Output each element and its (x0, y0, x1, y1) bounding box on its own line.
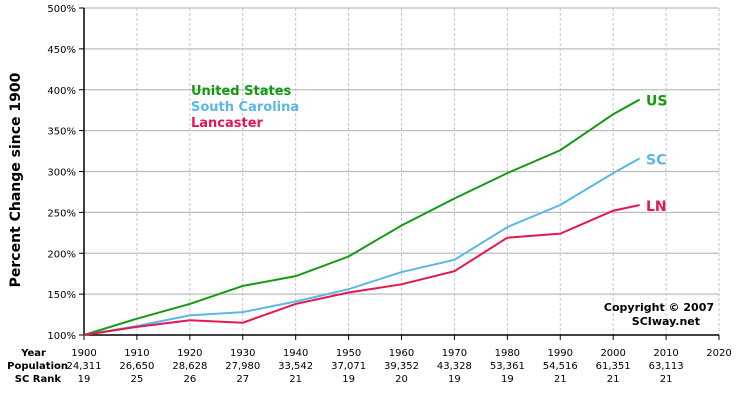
y-axis-ticks: 100% 150% 200% 250% 300% 350% 400% 450% 500% (47, 4, 76, 342)
rank-value: 25 (131, 374, 144, 385)
series-line-sc (83, 157, 641, 336)
x-tick-label: 1980 (495, 348, 520, 359)
y-tick-label: 150% (47, 290, 76, 301)
series-line-ln (83, 204, 640, 336)
rank-value: 19 (501, 374, 514, 385)
population-value: 43,328 (437, 361, 472, 372)
end-label-ln: LN (646, 199, 667, 215)
y-tick-label: 300% (47, 168, 76, 179)
population-value: 33,542 (278, 361, 313, 372)
legend-item: South Carolina (191, 100, 299, 115)
population-value: 24,311 (67, 361, 102, 372)
row-label-population: Population (7, 361, 68, 372)
end-labels: US SC LN (646, 94, 667, 215)
x-tick-label: 1970 (442, 348, 467, 359)
population-value: 53,361 (490, 361, 525, 372)
x-tick-label: 2010 (653, 348, 678, 359)
rank-value: 26 (183, 374, 196, 385)
copyright-line2: SCIway.net (632, 315, 700, 328)
grid (79, 7, 720, 340)
rank-value: 21 (554, 374, 567, 385)
rank-value: 21 (607, 374, 620, 385)
rank-value: 19 (448, 374, 461, 385)
x-tick-label: 1990 (548, 348, 573, 359)
population-value: 26,650 (119, 361, 154, 372)
legend-item: Lancaster (191, 116, 264, 131)
y-tick-label: 350% (47, 127, 76, 138)
end-label-us: US (646, 94, 667, 110)
rank-value: 20 (395, 374, 408, 385)
row-label-year: Year (20, 348, 46, 359)
x-tick-label: 1910 (124, 348, 149, 359)
y-tick-label: 500% (47, 4, 76, 15)
x-tick-label: 2000 (600, 348, 625, 359)
rank-value: 19 (342, 374, 355, 385)
y-axis-label: Percent Change since 1900 (8, 72, 24, 287)
y-tick-label: 100% (47, 331, 76, 342)
x-tick-label: 1920 (177, 348, 202, 359)
row-label-rank: SC Rank (15, 374, 62, 385)
rank-value: 27 (236, 374, 249, 385)
y-tick-label: 200% (47, 249, 76, 260)
y-tick-label: 250% (47, 208, 76, 219)
population-value: 37,071 (331, 361, 366, 372)
y-tick-label: 400% (47, 86, 76, 97)
population-value: 54,516 (543, 361, 578, 372)
population-value: 28,628 (172, 361, 207, 372)
x-tick-label: 1940 (283, 348, 308, 359)
population-value: 27,980 (225, 361, 260, 372)
population-value: 39,352 (384, 361, 419, 372)
rank-value: 21 (660, 374, 673, 385)
rank-value: 21 (289, 374, 302, 385)
copyright-line1: Copyright © 2007 (604, 301, 714, 314)
y-tick-label: 450% (47, 45, 76, 56)
series-lines (83, 98, 641, 336)
end-label-sc: SC (646, 152, 666, 168)
data-table: Year Population SC Rank 1900 24,311 19 1910 26,… (7, 348, 732, 385)
x-tick-label: 1900 (71, 348, 96, 359)
x-tick-label: 1960 (389, 348, 414, 359)
legend-item: United States (191, 84, 292, 99)
population-value: 61,351 (596, 361, 631, 372)
series-line-us (83, 98, 641, 336)
x-tick-label: 2020 (706, 348, 731, 359)
population-value: 63,113 (649, 361, 684, 372)
x-tick-label: 1950 (336, 348, 361, 359)
x-tick-label: 1930 (230, 348, 255, 359)
rank-value: 19 (78, 374, 91, 385)
